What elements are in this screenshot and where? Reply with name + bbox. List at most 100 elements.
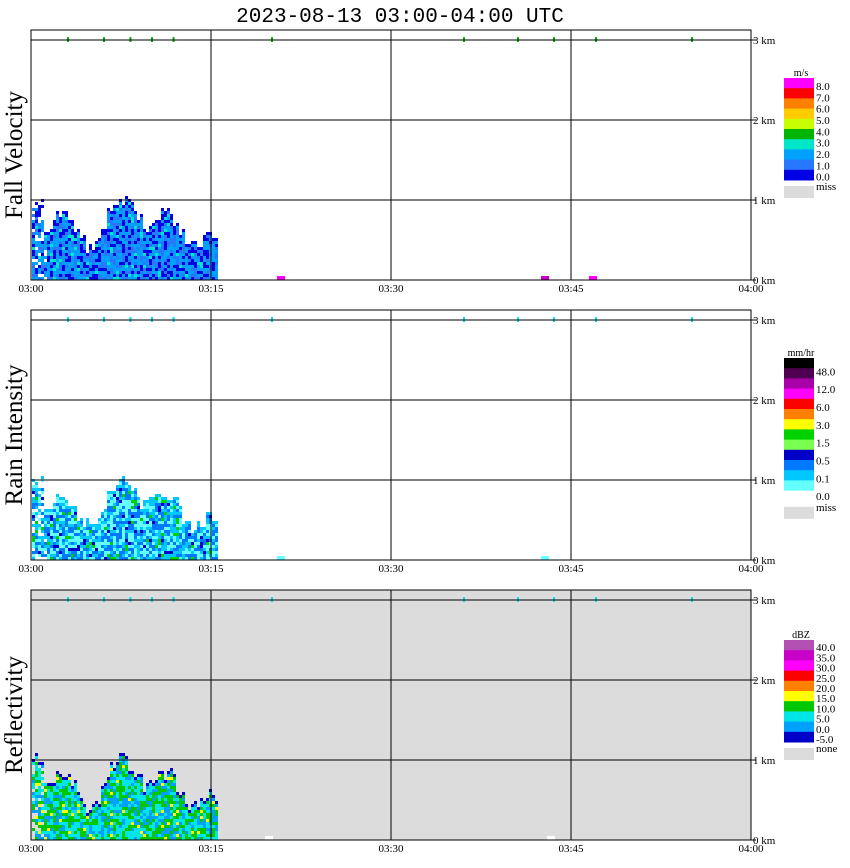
panel-reflectivity: 0 km 1 km 2 km 3 km 03:00 03:15 03:30 03:45 04:0…	[1, 589, 838, 855]
colorbar-swatch	[784, 108, 814, 120]
colorbar-label: 1.5	[816, 438, 830, 450]
colorbar-swatch	[784, 650, 814, 661]
colorbar-swatch	[784, 118, 814, 130]
colorbar-swatch	[784, 429, 814, 441]
colorbar-label: 48.0	[816, 366, 836, 378]
colorbar-swatch	[784, 449, 814, 461]
y-tick-label: 0 km	[753, 275, 776, 287]
y-tick-label: 1 km	[753, 755, 776, 767]
colorbar-label: 3.0	[816, 138, 830, 150]
colorbar-swatch	[784, 480, 814, 492]
x-tick-label: 03:00	[18, 283, 44, 295]
colorbar-swatch	[784, 129, 814, 140]
colorbar-swatch	[784, 721, 814, 733]
colorbar-swatch	[784, 358, 814, 369]
y-tick-label: 0 km	[753, 835, 776, 847]
colorbar-miss-label: miss	[816, 181, 836, 193]
plot-frame	[30, 589, 752, 841]
colorbar-label: 15.0	[816, 693, 836, 705]
x-tick-label: 04:00	[738, 283, 764, 295]
colorbar-label: 0.0	[816, 724, 830, 736]
x-tick-label: 03:30	[378, 563, 404, 575]
colorbar-label: 0.0	[816, 491, 830, 503]
colorbar-swatch	[784, 378, 814, 390]
colorbar-label: 7.0	[816, 92, 830, 104]
colorbar-miss-swatch	[784, 748, 814, 760]
colorbar-unit: dBZ	[792, 630, 810, 641]
x-tick-label: 03:00	[18, 563, 44, 575]
colorbar-label: 30.0	[816, 663, 836, 675]
panel-title: Fall Velocity	[1, 91, 28, 220]
x-tick-label: 04:00	[738, 843, 764, 855]
colorbar-swatch	[784, 680, 814, 692]
x-tick-label: 03:45	[558, 563, 584, 575]
colorbar-label: 35.0	[816, 652, 836, 664]
colorbar-label: 10.0	[816, 703, 836, 715]
y-tick-label: 1 km	[753, 195, 776, 207]
colorbar-swatch	[784, 139, 814, 150]
colorbar: dBZ 40.035.030.025.020.015.010.05.00.0-5.…	[784, 630, 838, 760]
panel-title: Reflectivity	[1, 655, 28, 774]
colorbar-miss-label: none	[816, 743, 838, 755]
colorbar-label: 0.1	[816, 473, 830, 485]
colorbar-swatch	[784, 691, 814, 702]
colorbar-label: 5.0	[816, 714, 830, 726]
colorbar-label: 20.0	[816, 683, 836, 695]
colorbar-swatch	[784, 88, 814, 99]
x-tick-label: 03:15	[198, 563, 224, 575]
y-tick-label: 2 km	[753, 675, 776, 687]
colorbar-swatch	[784, 368, 814, 379]
colorbar-label: 1.0	[816, 160, 830, 172]
colorbar-label: -5.0	[816, 734, 834, 746]
colorbar-swatch	[784, 409, 814, 420]
colorbar-label: 6.0	[816, 104, 830, 116]
y-tick-label: 3 km	[753, 35, 776, 47]
y-tick-label: 2 km	[753, 395, 776, 407]
colorbar-swatch	[784, 670, 814, 682]
plot-frame	[30, 29, 752, 281]
colorbar-swatch	[784, 731, 814, 743]
colorbar-miss-swatch	[784, 506, 814, 519]
y-tick-label: 1 km	[753, 475, 776, 487]
colorbar-label: 25.0	[816, 673, 836, 685]
colorbar-label: 0.0	[816, 172, 830, 184]
colorbar-swatch	[784, 78, 814, 89]
echo-field	[32, 37, 693, 280]
colorbar-swatch	[784, 490, 814, 502]
colorbar-miss-label: miss	[816, 502, 836, 514]
colorbar-label: 8.0	[816, 81, 830, 93]
colorbar-swatch	[784, 460, 814, 471]
x-tick-label: 03:30	[378, 843, 404, 855]
y-tick-label: 0 km	[753, 555, 776, 567]
y-tick-label: 3 km	[753, 315, 776, 327]
y-tick-label: 2 km	[753, 115, 776, 127]
colorbar-swatch	[784, 470, 814, 481]
colorbar-unit: m/s	[794, 68, 809, 79]
echo-field	[32, 317, 693, 560]
colorbar-swatch	[784, 711, 814, 723]
x-tick-label: 04:00	[738, 563, 764, 575]
colorbar-swatch	[784, 149, 814, 161]
colorbar-swatch	[784, 660, 814, 672]
colorbar-swatch	[784, 98, 814, 110]
colorbar-swatch	[784, 388, 814, 400]
x-tick-label: 03:15	[198, 843, 224, 855]
x-tick-label: 03:30	[378, 283, 404, 295]
colorbar-label: 40.0	[816, 642, 836, 654]
x-tick-label: 03:45	[558, 843, 584, 855]
x-tick-label: 03:00	[18, 843, 44, 855]
colorbar-label: 5.0	[816, 115, 830, 127]
colorbar-swatch	[784, 169, 814, 181]
colorbar-label: 2.0	[816, 149, 830, 161]
colorbar-swatch	[784, 159, 814, 171]
x-tick-label: 03:45	[558, 283, 584, 295]
figure-title: 2023-08-13 03:00-04:00 UTC	[236, 6, 564, 29]
colorbar-label: 4.0	[816, 126, 830, 138]
colorbar-swatch	[784, 701, 814, 712]
colorbar-label: 3.0	[816, 420, 830, 432]
colorbar-label: 0.5	[816, 456, 830, 468]
panel-fall-velocity: 0 km 1 km 2 km 3 km 03:00 03:15 03:30 03:45 04:0…	[1, 29, 836, 295]
colorbar-swatch	[784, 640, 814, 651]
